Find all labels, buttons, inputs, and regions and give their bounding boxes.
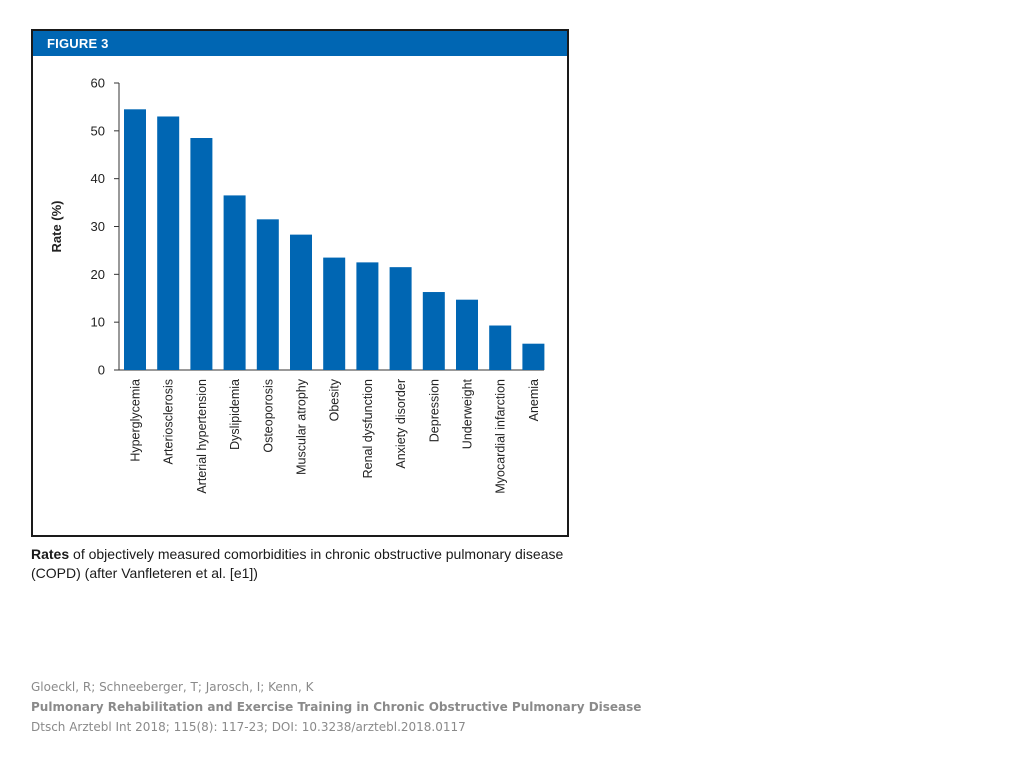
- x-category-label: Anemia: [527, 379, 541, 421]
- citation-authors: Gloeckl, R; Schneeberger, T; Jarosch, I;…: [31, 680, 314, 694]
- x-category-label: Arteriosclerosis: [162, 379, 176, 464]
- bar: [323, 257, 346, 370]
- bar: [389, 267, 412, 370]
- x-category-label: Obesity: [328, 378, 342, 421]
- y-tick-label: 50: [91, 123, 105, 138]
- bar: [124, 109, 146, 370]
- citation: Gloeckl, R; Schneeberger, T; Jarosch, I;…: [31, 677, 731, 737]
- y-tick-label: 20: [91, 267, 105, 282]
- x-category-label: Myocardial infarction: [494, 379, 508, 494]
- y-tick-label: 10: [91, 315, 105, 330]
- bar: [522, 343, 545, 370]
- figure-caption: Rates of objectively measured comorbidit…: [31, 545, 576, 583]
- y-tick-label: 0: [98, 363, 105, 378]
- figure-header: FIGURE 3: [33, 31, 567, 56]
- bar: [223, 195, 246, 370]
- caption-bold: Rates: [31, 546, 70, 562]
- bar: [256, 219, 279, 370]
- x-category-label: Arterial hypertension: [195, 379, 209, 494]
- x-category-label: Dyslipidemia: [228, 379, 242, 450]
- x-category-label: Hyperglycemia: [129, 379, 143, 462]
- bar-chart: 0 10 20 30 40 50 60 Rate (%) Hyperglycemia Arteri…: [49, 76, 545, 494]
- x-category-label: Anxiety disorder: [394, 379, 408, 469]
- bar: [456, 299, 478, 370]
- citation-source: Dtsch Arztebl Int 2018; 115(8): 117-23; …: [31, 720, 466, 734]
- y-tick-label: 40: [91, 171, 105, 186]
- y-tick-label: 60: [91, 76, 105, 91]
- bar: [190, 138, 213, 370]
- x-category-label: Muscular atrophy: [295, 378, 309, 475]
- caption-text: of objectively measured comorbidities in…: [31, 546, 564, 581]
- bar: [489, 325, 512, 370]
- x-category-label: Osteoporosis: [261, 379, 275, 453]
- x-category-label: Underweight: [461, 378, 475, 449]
- bar: [290, 234, 312, 370]
- bar: [157, 116, 180, 370]
- figure-panel: FIGURE 3 0 10 20 30 40 50 60 Rate (%) Hyperglyce…: [31, 29, 569, 537]
- x-category-label: Depression: [427, 379, 441, 442]
- y-axis-title: Rate (%): [49, 200, 64, 252]
- y-tick-label: 30: [91, 219, 105, 234]
- x-category-label: Renal dysfunction: [361, 379, 375, 478]
- citation-title: Pulmonary Rehabilitation and Exercise Tr…: [31, 700, 642, 714]
- bar: [422, 292, 445, 370]
- bar: [356, 262, 379, 370]
